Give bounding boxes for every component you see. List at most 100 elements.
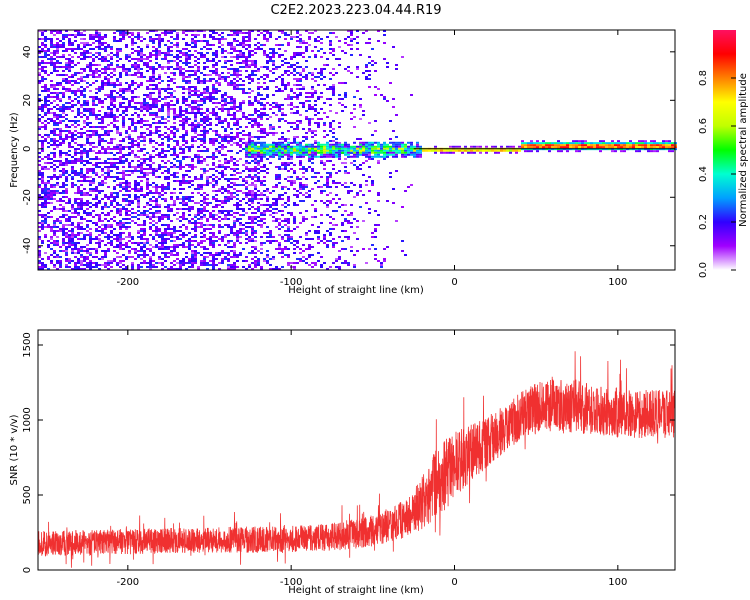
spectrogram-cell (302, 128, 305, 130)
spectrogram-cell (254, 208, 257, 210)
spectrogram-cell (206, 98, 209, 100)
spectrogram-cell (164, 240, 167, 242)
spectrogram-cell (158, 66, 161, 68)
spectrogram-cell (230, 64, 233, 66)
spectrogram-cell (83, 54, 86, 56)
spectrogram-cell (80, 146, 83, 148)
spectrogram-cell (293, 138, 296, 140)
spectrogram-cell (131, 124, 134, 126)
spectrogram-cell (308, 100, 311, 102)
spectrogram-cell (284, 149, 287, 152)
spectrogram-cell (215, 106, 218, 108)
spectrogram-cell (53, 112, 56, 114)
spectrogram-cell (65, 80, 68, 82)
spectrogram-cell (158, 216, 161, 218)
spectrogram-cell (242, 142, 245, 144)
spectrogram-cell (101, 42, 104, 44)
spectrogram-cell (164, 98, 167, 100)
spectrogram-cell (236, 212, 239, 214)
spectrogram-cell (77, 192, 80, 194)
spectrogram-cell (77, 266, 80, 268)
spectrogram-cell (299, 145, 302, 148)
spectrogram-cell (107, 242, 110, 244)
spectrogram-cell (80, 206, 83, 208)
spectrogram-cell (263, 204, 266, 206)
spectrogram-cell (266, 94, 269, 96)
spectrogram-cell (86, 170, 89, 172)
spectrogram-cell (203, 68, 206, 70)
spectrogram-cell (131, 264, 134, 266)
spectrogram-cell (296, 149, 299, 152)
spectrogram-cell (257, 258, 260, 260)
spectrogram-cell (152, 78, 155, 80)
spectrogram-cell (149, 216, 152, 218)
spectrogram-cell (311, 78, 314, 80)
spectrogram-cell (86, 152, 89, 154)
spectrogram-cell (185, 52, 188, 54)
spectrogram-cell (65, 68, 68, 70)
spectrogram-cell (80, 78, 83, 80)
spectrogram-cell (236, 132, 239, 134)
spectrogram-cell (119, 94, 122, 96)
spectrogram-cell (104, 58, 107, 60)
spectrogram-cell (107, 84, 110, 86)
spectrogram-cell (296, 147, 299, 150)
spectrogram-cell (233, 138, 236, 140)
spectrogram-cell (101, 82, 104, 84)
spectrogram-cell (236, 208, 239, 210)
spectrogram-cell (158, 64, 161, 66)
spectrogram-cell (122, 70, 125, 72)
spectrogram-cell (140, 168, 143, 170)
spectrogram-cell (62, 110, 65, 112)
spectrogram-cell (299, 168, 302, 170)
spectrogram-cell (251, 102, 254, 104)
spectrogram-cell (134, 258, 137, 260)
spectrogram-cell (299, 184, 302, 186)
spectrogram-cell (197, 154, 200, 156)
spectrogram-cell (284, 86, 287, 88)
spectrogram-cell (155, 34, 158, 36)
spectrogram-cell (86, 154, 89, 156)
spectrogram-cell (278, 158, 281, 160)
spectrogram-cell (179, 238, 182, 240)
spectrogram-cell (143, 114, 146, 116)
spectrogram-cell (278, 198, 281, 200)
spectrogram-cell (152, 88, 155, 90)
spectrogram-cell (281, 74, 284, 76)
spectrogram-cell (164, 200, 167, 202)
spectrogram-cell (260, 166, 263, 168)
spectrogram-cell (41, 44, 44, 46)
spectrogram-cell (143, 214, 146, 216)
spectrogram-cell (107, 206, 110, 208)
spectrogram-cell (137, 166, 140, 168)
spectrogram-cell (212, 38, 215, 40)
spectrogram-cell (263, 214, 266, 216)
spectrogram-cell (266, 232, 269, 234)
spectrogram-cell (218, 230, 221, 232)
spectrogram-cell (89, 52, 92, 54)
spectrogram-cell (107, 130, 110, 132)
spectrogram-cell (200, 100, 203, 102)
spectrogram-cell (56, 74, 59, 76)
spectrogram-cell (47, 96, 50, 98)
spectrogram-cell (146, 94, 149, 96)
spectrogram-cell (98, 64, 101, 66)
spectrogram-cell (107, 108, 110, 110)
spectrogram-cell (41, 222, 44, 224)
spectrogram-cell (107, 82, 110, 84)
spectrogram-cell (269, 153, 272, 156)
spectrogram-cell (158, 236, 161, 238)
spectrogram-cell (167, 88, 170, 90)
spectrogram-cell (254, 74, 257, 76)
spectrogram-cell (191, 240, 194, 242)
spectrogram-cell (77, 132, 80, 134)
spectrogram-cell (266, 208, 269, 210)
spectrogram-cell (44, 104, 47, 106)
spectrogram-cell (284, 140, 287, 142)
spectrogram-cell (296, 110, 299, 112)
spectrogram-cell (125, 72, 128, 74)
spectrogram-cell (200, 56, 203, 58)
spectrogram-cell (179, 110, 182, 112)
spectrogram-cell (50, 260, 53, 262)
spectrogram-cell (305, 143, 308, 146)
